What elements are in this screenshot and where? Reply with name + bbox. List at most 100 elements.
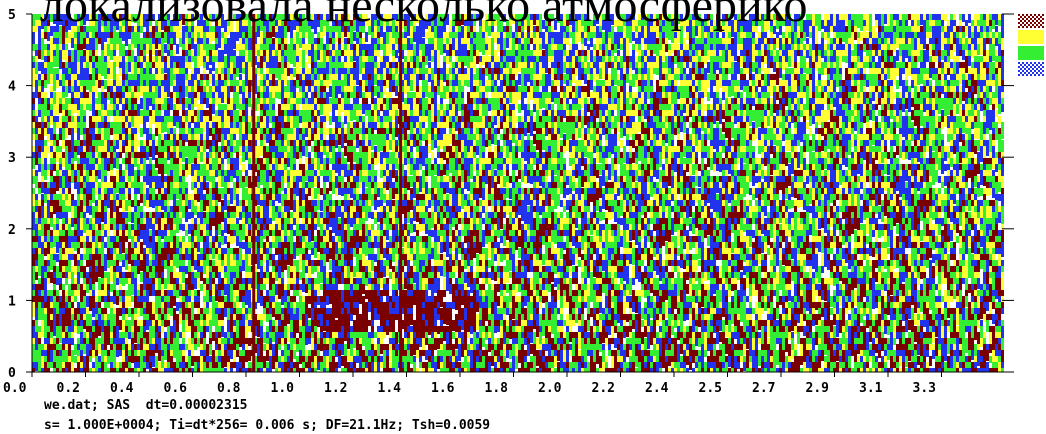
heat-cell xyxy=(128,110,131,120)
heat-cell xyxy=(269,32,272,43)
heat-cell xyxy=(299,194,302,201)
heat-cell xyxy=(44,368,47,372)
heat-cell xyxy=(38,260,41,268)
heat-cell xyxy=(257,254,260,261)
heat-cell xyxy=(182,224,185,231)
heat-cell xyxy=(164,14,167,21)
heat-cell xyxy=(200,92,203,100)
heat-cell xyxy=(122,314,125,321)
heat-cell xyxy=(185,56,188,66)
heat-cell xyxy=(125,302,128,309)
heat-cell xyxy=(260,338,263,345)
heat-cell xyxy=(77,248,80,254)
heat-cell xyxy=(35,68,38,77)
heat-cell xyxy=(146,194,149,205)
heat-cell xyxy=(134,188,137,194)
heat-cell xyxy=(173,248,176,259)
heat-cell xyxy=(266,122,269,131)
heat-cell xyxy=(137,230,140,236)
heat-cell xyxy=(221,128,224,137)
heat-cell xyxy=(149,254,152,264)
heat-cell xyxy=(167,122,170,130)
heat-cell xyxy=(110,152,113,160)
heat-cell xyxy=(191,308,194,317)
heat-cell xyxy=(215,248,218,256)
heat-cell xyxy=(32,170,35,176)
heat-cell xyxy=(221,38,224,46)
heat-cell xyxy=(74,80,77,90)
heat-cell xyxy=(212,122,215,129)
heat-cell xyxy=(128,116,131,122)
heat-cell xyxy=(65,170,68,176)
heat-cell xyxy=(107,236,110,242)
heat-cell xyxy=(272,284,275,293)
heat-cell xyxy=(209,224,212,231)
heat-cell xyxy=(239,50,242,61)
heat-cell xyxy=(116,236,119,243)
heat-cell xyxy=(224,284,227,295)
heat-cell xyxy=(176,188,179,199)
heat-cell xyxy=(230,308,233,318)
heat-cell xyxy=(242,194,245,201)
heat-cell xyxy=(35,170,38,178)
heat-cell xyxy=(104,146,107,154)
heat-cell xyxy=(53,68,56,78)
heat-cell xyxy=(182,308,185,318)
heat-cell xyxy=(206,344,209,355)
heat-cell xyxy=(50,218,53,227)
heat-cell xyxy=(74,218,77,224)
heat-cell xyxy=(104,314,107,321)
heat-cell xyxy=(128,350,131,357)
heat-cell xyxy=(110,62,113,69)
heat-cell xyxy=(74,230,77,238)
heat-cell xyxy=(89,224,92,233)
heat-cell xyxy=(41,272,44,278)
heat-cell xyxy=(107,314,110,323)
heat-cell xyxy=(158,308,161,316)
heat-cell xyxy=(260,104,263,113)
heat-cell xyxy=(161,218,164,229)
heat-cell xyxy=(299,38,302,48)
heat-cell xyxy=(218,152,221,162)
heat-cell xyxy=(275,320,278,329)
heat-cell xyxy=(230,164,233,172)
heat-cell xyxy=(269,212,272,218)
heat-cell xyxy=(53,116,56,124)
heat-cell xyxy=(194,164,197,171)
heat-cell xyxy=(89,296,92,303)
heat-cell xyxy=(176,326,179,334)
heat-cell xyxy=(302,110,305,116)
heat-cell xyxy=(143,314,146,324)
heat-cell xyxy=(41,122,44,128)
heat-cell xyxy=(122,20,125,30)
heat-cell xyxy=(146,80,149,86)
heat-cell xyxy=(200,356,203,367)
heat-cell xyxy=(254,122,257,131)
heat-cell xyxy=(74,74,77,85)
heat-cell xyxy=(101,224,104,234)
heat-cell xyxy=(134,272,137,278)
heat-cell xyxy=(254,278,257,289)
heat-cell xyxy=(272,242,275,248)
heat-cell xyxy=(281,314,284,320)
heat-cell xyxy=(47,170,50,176)
heat-cell xyxy=(149,98,152,106)
heat-cell xyxy=(206,254,209,260)
heat-cell xyxy=(173,50,176,60)
heat-cell xyxy=(32,122,35,131)
heat-cell xyxy=(203,158,206,167)
heat-cell xyxy=(89,338,92,344)
heat-cell xyxy=(263,80,266,91)
heat-cell xyxy=(122,320,125,327)
heat-cell xyxy=(176,332,179,339)
heat-cell xyxy=(80,308,83,318)
heat-cell xyxy=(125,116,128,127)
heat-cell xyxy=(167,176,170,183)
heat-cell xyxy=(227,224,230,234)
heat-cell xyxy=(116,152,119,162)
heat-cell xyxy=(89,140,92,150)
heat-cell xyxy=(44,356,47,362)
heat-cell xyxy=(167,62,170,72)
heat-cell xyxy=(86,50,89,58)
heat-cell xyxy=(194,122,197,128)
